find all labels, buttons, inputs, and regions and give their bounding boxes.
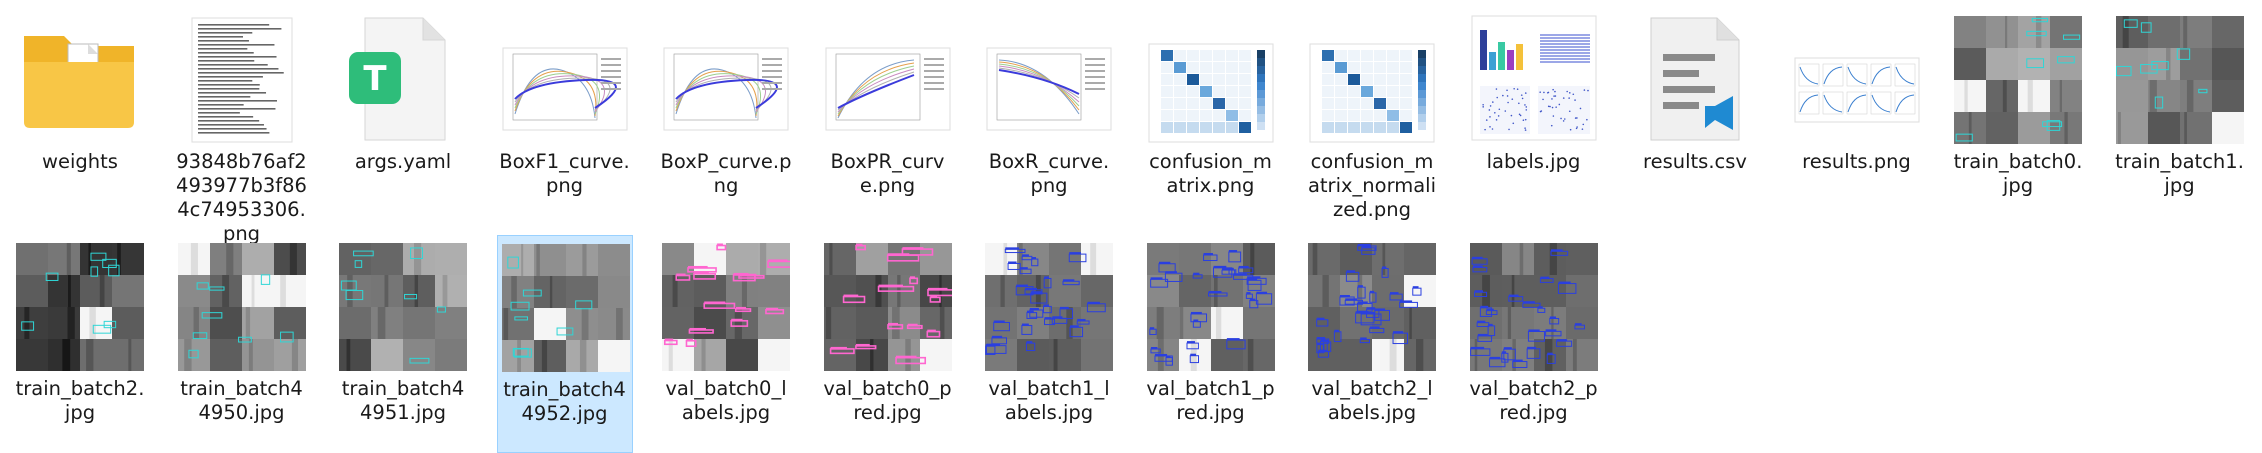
file-name-label: BoxPR_curve.png — [830, 150, 945, 197]
file-item[interactable]: val_batch1_labels.jpg — [981, 235, 1117, 453]
file-item[interactable]: confusion_matrix.png — [1143, 8, 1279, 226]
svg-text:T: T — [363, 59, 387, 99]
yaml-file-icon: T — [339, 14, 467, 146]
thumbnail — [824, 14, 952, 146]
thumbnail — [662, 241, 790, 373]
file-name-label: labels.jpg — [1486, 150, 1581, 173]
file-name-label: BoxR_curve.png — [988, 150, 1110, 197]
file-item[interactable]: val_batch2_labels.jpg — [1304, 235, 1440, 453]
file-name-label: train_batch0.jpg — [1953, 150, 2083, 197]
thumbnail — [1147, 14, 1275, 146]
file-name-label: confusion_matrix.png — [1149, 150, 1272, 197]
file-item[interactable]: BoxF1_curve.png — [497, 8, 633, 226]
thumbnail — [1308, 14, 1436, 146]
thumbnail — [1308, 241, 1436, 373]
file-name-label: train_batch1.jpg — [2115, 150, 2244, 197]
file-name-label: 93848b76af2493977b3f864c74953306.png — [176, 150, 307, 245]
file-name-label: train_batch2.jpg — [15, 377, 145, 424]
thumbnail — [178, 14, 306, 146]
file-name-label: weights — [42, 150, 118, 173]
file-name-label: args.yaml — [354, 150, 452, 173]
file-name-label: results.csv — [1643, 150, 1747, 173]
file-item[interactable]: BoxPR_curve.png — [820, 8, 956, 226]
file-item[interactable]: results.png — [1789, 8, 1925, 226]
thumbnail — [985, 14, 1113, 146]
file-item[interactable]: BoxR_curve.png — [981, 8, 1117, 226]
thumbnail — [1954, 14, 2082, 146]
thumbnail — [985, 241, 1113, 373]
file-item[interactable]: train_batch2.jpg — [12, 235, 148, 453]
file-item[interactable]: train_batch0.jpg — [1950, 8, 2086, 226]
file-item[interactable]: 93848b76af2493977b3f864c74953306.png — [174, 8, 310, 245]
thumbnail — [16, 241, 144, 373]
folder-item[interactable]: weights — [12, 8, 148, 226]
file-name-label: val_batch2_pred.jpg — [1469, 377, 1598, 424]
file-name-label: train_batch44951.jpg — [341, 377, 465, 424]
csv-file-icon — [1631, 14, 1759, 146]
file-item[interactable]: confusion_matrix_normalized.png — [1304, 8, 1440, 226]
folder-icon — [16, 14, 144, 146]
file-item[interactable]: val_batch2_pred.jpg — [1466, 235, 1602, 453]
thumbnail — [823, 241, 952, 373]
file-item[interactable]: train_batch44952.jpg — [496, 235, 633, 453]
file-item[interactable]: val_batch0_pred.jpg — [820, 235, 956, 453]
file-name-label: val_batch0_pred.jpg — [823, 377, 952, 424]
thumbnail — [1793, 14, 1921, 146]
file-item[interactable]: results.csv — [1627, 8, 1763, 226]
file-name-label: confusion_matrix_normalized.png — [1307, 150, 1437, 221]
file-item[interactable]: BoxP_curve.png — [658, 8, 794, 226]
file-name-label: results.png — [1802, 150, 1911, 173]
thumbnail — [1469, 241, 1598, 373]
file-name-label: val_batch1_labels.jpg — [988, 377, 1110, 424]
file-item[interactable]: val_batch1_pred.jpg — [1143, 235, 1279, 453]
file-name-label: val_batch2_labels.jpg — [1311, 377, 1433, 424]
file-name-label: train_batch44952.jpg — [503, 378, 626, 425]
file-item[interactable]: train_batch44951.jpg — [335, 235, 471, 453]
thumbnail — [2115, 14, 2244, 146]
thumbnail — [501, 242, 630, 374]
thumbnail — [1470, 14, 1598, 146]
file-name-label: train_batch44950.jpg — [180, 377, 303, 424]
thumbnail — [177, 241, 306, 373]
file-name-label: val_batch0_labels.jpg — [665, 377, 787, 424]
file-item[interactable]: train_batch44950.jpg — [174, 235, 310, 453]
file-name-label: BoxP_curve.png — [660, 150, 792, 197]
thumbnail — [501, 14, 629, 146]
thumbnail — [1146, 241, 1275, 373]
file-name-label: val_batch1_pred.jpg — [1146, 377, 1275, 424]
file-name-label: BoxF1_curve.png — [499, 150, 630, 197]
file-item[interactable]: train_batch1.jpg — [2112, 8, 2248, 226]
thumbnail — [662, 14, 790, 146]
file-item[interactable]: labels.jpg — [1466, 8, 1602, 226]
file-item[interactable]: val_batch0_labels.jpg — [658, 235, 794, 453]
thumbnail — [339, 241, 467, 373]
